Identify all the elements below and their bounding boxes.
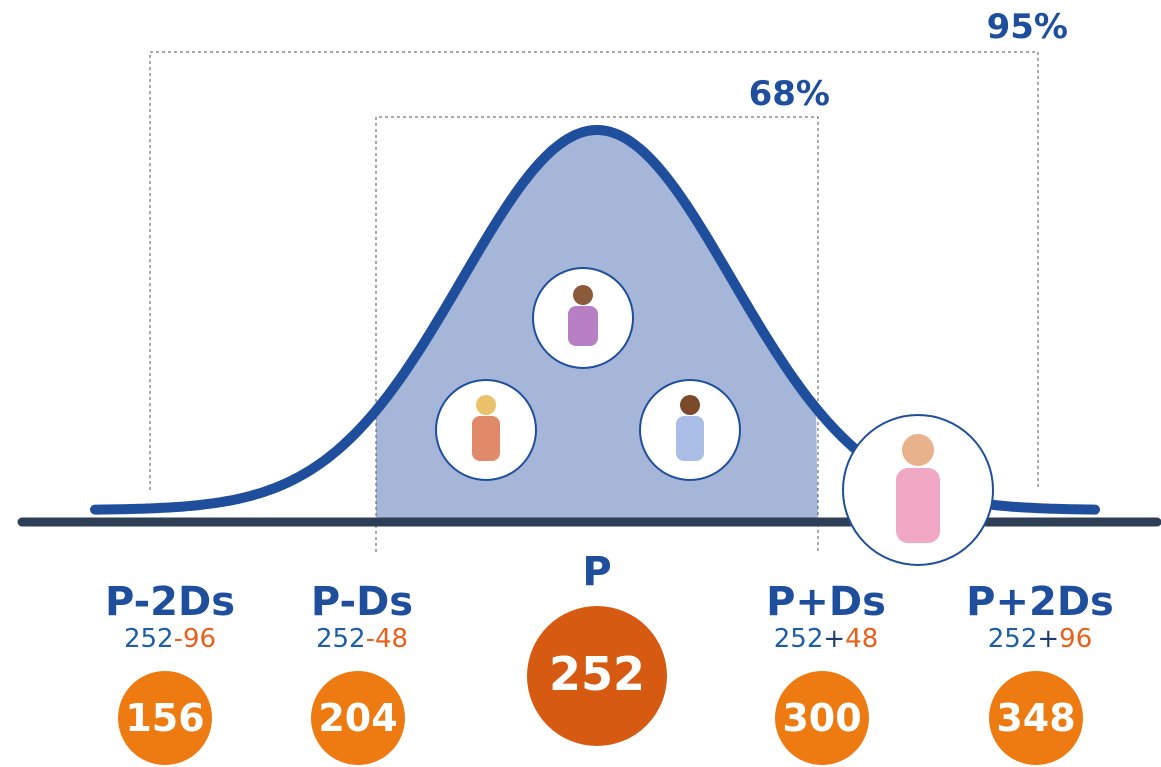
marker-label: P+Ds <box>766 579 886 625</box>
marker-value: 156 <box>125 696 204 740</box>
marker-value: 348 <box>996 696 1075 740</box>
outer-percent: 95% <box>987 7 1068 47</box>
formula-op: - <box>174 624 183 654</box>
formula-base: 252 <box>124 624 174 654</box>
marker-value: 204 <box>318 696 397 740</box>
formula-op: + <box>1037 624 1059 654</box>
marker-formula: 252-48 <box>316 624 408 654</box>
formula-offset: 48 <box>845 624 878 654</box>
formula-base: 252 <box>988 624 1038 654</box>
formula-op: + <box>823 624 845 654</box>
formula-op: - <box>366 624 375 654</box>
inner-percent: 68% <box>749 74 830 114</box>
diagram: 95% 68% P 252 P-2Ds252-96156P-Ds252-4820… <box>0 0 1161 767</box>
marker-value: 300 <box>782 696 861 740</box>
center-value: 252 <box>549 647 645 701</box>
marker-label: P-Ds <box>311 579 413 625</box>
marker-label: P-2Ds <box>105 579 235 625</box>
marker-formula: 252+48 <box>774 624 879 654</box>
formula-offset: 96 <box>1059 624 1092 654</box>
marker-formula: 252-96 <box>124 624 216 654</box>
formula-base: 252 <box>316 624 366 654</box>
formula-offset: 96 <box>183 624 216 654</box>
formula-base: 252 <box>774 624 824 654</box>
marker-label: P+2Ds <box>966 579 1114 625</box>
center-label: P <box>582 549 611 595</box>
marker-formula: 252+96 <box>988 624 1093 654</box>
formula-offset: 48 <box>375 624 408 654</box>
